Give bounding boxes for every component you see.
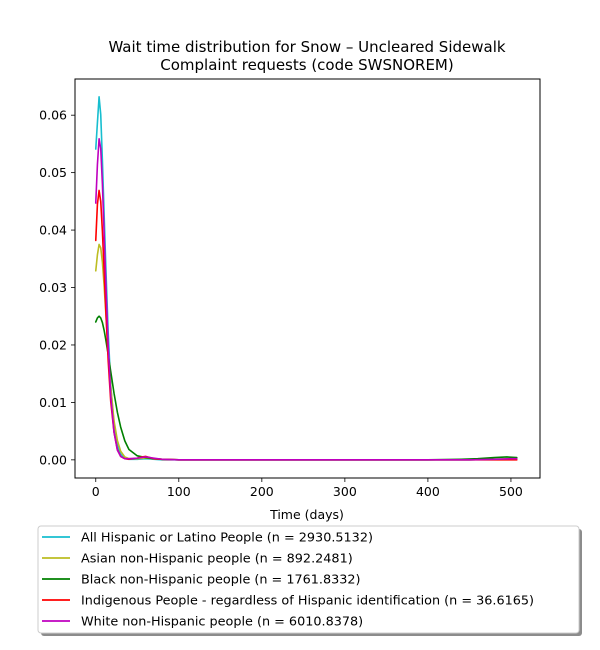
legend: All Hispanic or Latino People (n = 2930.… <box>37 525 582 636</box>
x-tick-label: 0 <box>92 484 100 499</box>
legend-label-1: All Hispanic or Latino People (n = 2930.… <box>81 531 373 546</box>
series-line-5 <box>94 137 518 461</box>
y-tick-label: 0.01 <box>39 395 67 410</box>
legend-label-4: Indigenous People - regardless of Hispan… <box>81 594 534 609</box>
plot-frame <box>74 78 541 479</box>
y-tick-label: 0.04 <box>39 223 67 238</box>
legend-entries: All Hispanic or Latino People (n = 2930.… <box>42 531 534 630</box>
x-tick-label: 100 <box>167 484 191 499</box>
legend-label-2: Asian non-Hispanic people (n = 892.2481) <box>81 552 353 567</box>
series-line-1 <box>94 96 518 461</box>
legend-label-5: White non-Hispanic people (n = 6010.8378… <box>81 615 363 630</box>
x-tick-label: 400 <box>416 484 440 499</box>
legend-box <box>37 525 580 634</box>
series-line-2 <box>94 243 518 461</box>
legend-label-3: Black non-Hispanic people (n = 1761.8332… <box>81 573 361 588</box>
x-tick-label: 200 <box>250 484 274 499</box>
ticks-layer: 0 100 200 300 400 500 0.00 0.01 0.02 0.03 0.04 0.05… <box>39 108 523 499</box>
x-tick-label: 300 <box>333 484 357 499</box>
series-line-4 <box>94 189 518 461</box>
series-line-3 <box>94 315 518 461</box>
y-tick-label: 0.06 <box>39 108 67 123</box>
y-tick-label: 0.05 <box>39 165 67 180</box>
x-tick-label: 500 <box>499 484 523 499</box>
y-tick-label: 0.03 <box>39 280 67 295</box>
x-axis-label: Time (days) <box>269 507 344 522</box>
chart-title-line-1: Wait time distribution for Snow – Unclea… <box>108 38 505 56</box>
chart-title-line-2: Complaint requests (code SWSNOREM) <box>160 56 453 74</box>
y-tick-label: 0.00 <box>39 452 67 467</box>
series-layer <box>94 96 518 461</box>
y-tick-label: 0.02 <box>39 337 67 352</box>
